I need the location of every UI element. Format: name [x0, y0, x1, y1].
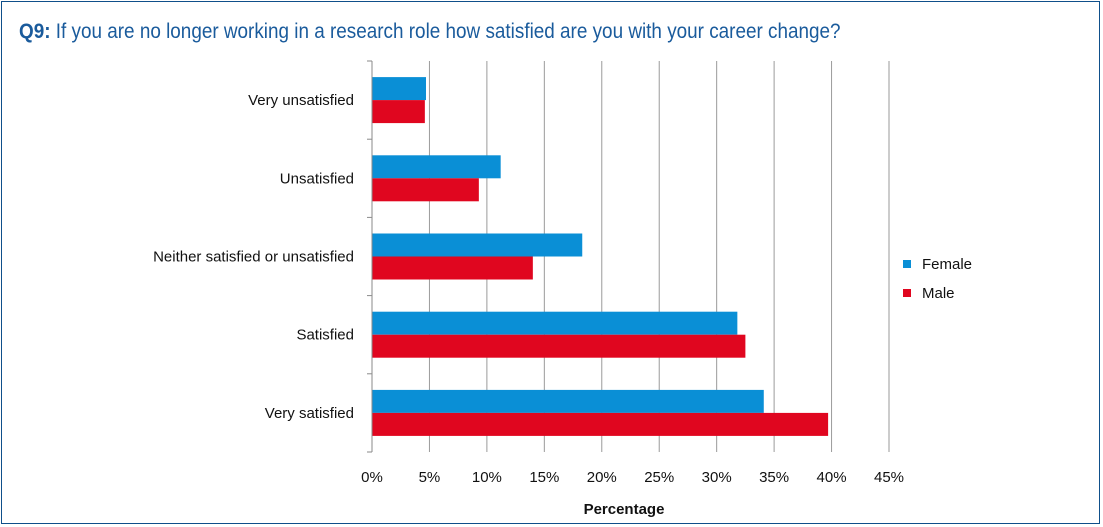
- category-label: Satisfied: [296, 327, 354, 344]
- category-label: Unsatisfied: [280, 170, 354, 187]
- bar-female: [372, 233, 583, 257]
- x-tick-label: 15%: [529, 469, 559, 486]
- bars: [372, 77, 829, 436]
- x-tick-label: 20%: [587, 469, 617, 486]
- bar-male: [372, 100, 425, 124]
- bar-male: [372, 334, 746, 358]
- x-tick-label: 40%: [817, 469, 847, 486]
- category-label: Very unsatisfied: [248, 92, 354, 109]
- bar-male: [372, 256, 533, 280]
- x-tick-label: 35%: [759, 469, 789, 486]
- bar-female: [372, 77, 426, 101]
- x-tick-label: 25%: [644, 469, 674, 486]
- question-number: Q9:: [19, 20, 51, 43]
- legend-swatch-male: [903, 289, 911, 297]
- bar-male: [372, 412, 829, 436]
- axes: [367, 60, 373, 453]
- question-text: If you are no longer working in a resear…: [55, 20, 841, 43]
- bar-female: [372, 155, 501, 179]
- chart-title: Q9: If you are no longer working in a re…: [19, 20, 841, 44]
- legend: Female Male: [903, 256, 972, 302]
- category-label: Neither satisfied or unsatisfied: [153, 249, 354, 266]
- bar-female: [372, 389, 764, 413]
- x-tick-label: 45%: [874, 469, 904, 486]
- legend-label-male: Male: [922, 285, 955, 302]
- x-tick-label: 30%: [702, 469, 732, 486]
- x-tick-label: 5%: [419, 469, 441, 486]
- category-label: Very satisfied: [265, 405, 354, 422]
- x-axis-title: Percentage: [584, 501, 665, 518]
- bar-male: [372, 178, 479, 202]
- legend-swatch-female: [903, 260, 911, 268]
- x-tick-label: 0%: [361, 469, 383, 486]
- category-labels: Very unsatisfied Unsatisfied Neither satis…: [153, 92, 354, 422]
- bar-female: [372, 311, 738, 335]
- x-tick-label: 10%: [472, 469, 502, 486]
- tick-labels: 0% 5% 10% 15% 20% 25% 30% 35% 40% 45%: [361, 469, 904, 486]
- legend-label-female: Female: [922, 256, 972, 273]
